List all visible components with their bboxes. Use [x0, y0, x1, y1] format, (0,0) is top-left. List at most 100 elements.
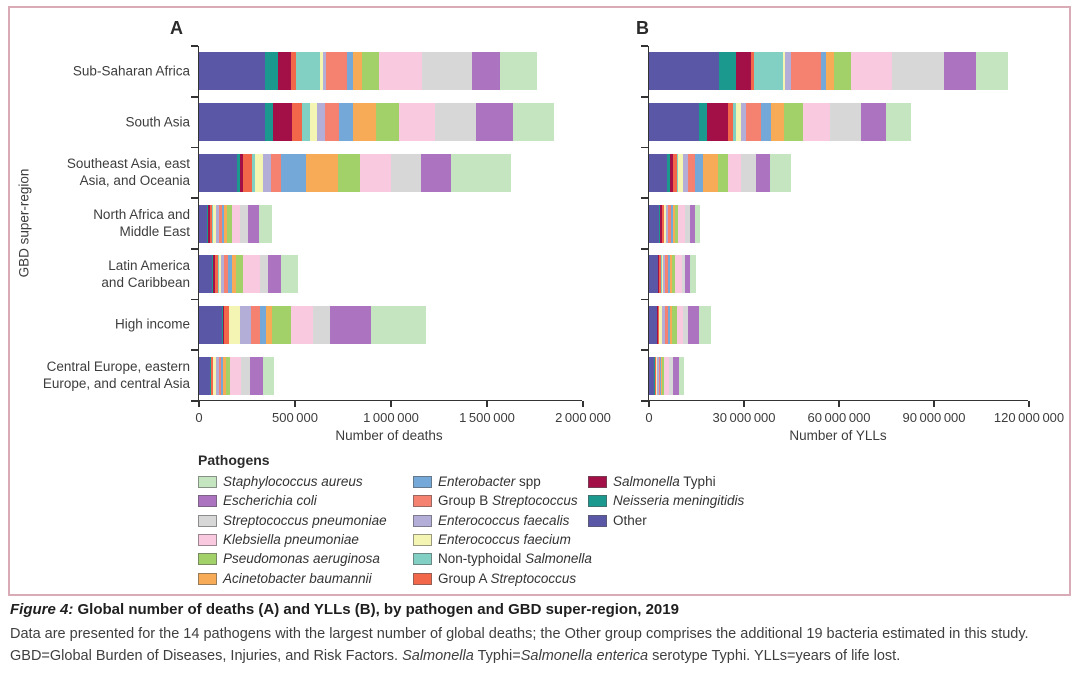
bar-segment — [833, 52, 851, 91]
bar-segment — [687, 305, 699, 344]
bar-segment — [741, 153, 757, 192]
y-axis-tick — [191, 95, 198, 98]
bar-segment — [199, 103, 266, 142]
x-tick-label: 120 000 000 — [993, 410, 1065, 425]
bar-segment — [228, 305, 230, 344]
bar-segment — [754, 52, 783, 91]
bar-segment — [662, 305, 666, 344]
legend-item-label: Salmonella Typhi — [613, 474, 716, 489]
text-part: Acinetobacter baumannii — [223, 570, 372, 586]
figure-caption-line3: GBD=Global Burden of Diseases, Injuries,… — [10, 648, 1070, 664]
text-part: Salmonella — [613, 474, 680, 489]
bar-segment — [695, 204, 701, 243]
bar-segment — [317, 103, 326, 142]
bar-segment — [707, 103, 729, 142]
bar-segment — [347, 52, 354, 91]
bar-row — [649, 356, 1029, 395]
y-axis-label-line: Asia, and Oceania — [79, 173, 190, 189]
bar-segment — [251, 153, 255, 192]
x-tick-label: 0 — [645, 410, 653, 425]
legend-swatch-icon — [413, 533, 432, 546]
bar-segment — [263, 153, 272, 192]
bar-segment — [267, 255, 281, 294]
bar-segment — [681, 255, 686, 294]
legend-swatch-icon — [413, 476, 432, 488]
legend-title: Pathogens — [198, 452, 270, 468]
bar-row — [199, 103, 583, 142]
bar-segment — [669, 305, 672, 344]
bar-segment — [376, 103, 399, 142]
bar-segment — [660, 204, 662, 243]
bar-segment — [675, 255, 682, 294]
bar-segment — [649, 153, 668, 192]
y-axis-tick — [641, 248, 648, 250]
bar-segment — [212, 204, 213, 243]
x-tick-label: 30 000 000 — [712, 410, 776, 425]
legend-item-label: Group B Streptococcus — [438, 493, 578, 508]
bar-segment — [685, 255, 691, 294]
bar-segment — [241, 356, 251, 395]
x-tick-label: 500 000 — [272, 410, 318, 425]
bar-segment — [212, 255, 214, 294]
bar-segment — [353, 103, 377, 142]
bar-row — [199, 356, 583, 395]
bar-segment — [265, 103, 273, 142]
y-axis-tick — [191, 349, 198, 352]
bar-segment — [309, 103, 318, 142]
bar-segment — [209, 204, 213, 243]
y-axis-tick — [641, 45, 648, 47]
y-axis-label-line: and Caribbean — [101, 274, 190, 290]
bar-segment — [214, 255, 218, 294]
y-axis-label-line: Sub-Saharan Africa — [72, 63, 190, 79]
bar-segment — [213, 255, 215, 294]
bar-segment — [230, 356, 242, 395]
bar-segment — [295, 52, 321, 91]
bar-segment — [658, 255, 660, 294]
bar-segment — [654, 356, 656, 395]
x-tick-label: 0 — [195, 410, 203, 425]
bar-segment — [281, 153, 307, 192]
bar-segment — [649, 356, 655, 395]
bar-segment — [223, 204, 227, 243]
y-axis-label: Latin America and Caribbean — [10, 257, 190, 291]
legend-swatch-icon — [198, 476, 217, 488]
legend-item-label: Neisseria meningitidis — [613, 493, 744, 508]
figure-caption-title: Figure 4: Global number of deaths (A) an… — [10, 601, 1070, 618]
bar-segment — [220, 356, 224, 395]
legend-swatch-icon — [198, 533, 217, 546]
y-axis-label: North Africa and Middle East — [10, 206, 190, 240]
bar-segment — [663, 255, 665, 294]
bar-segment — [224, 255, 229, 294]
bar-segment — [659, 204, 661, 243]
bar-segment — [239, 204, 248, 243]
bar-segment — [222, 305, 224, 344]
bar-segment — [672, 153, 678, 192]
text-part: Salmonella — [402, 648, 474, 664]
y-axis-label-line: South Asia — [125, 114, 190, 130]
text-part: Figure 4: — [10, 601, 74, 618]
legend-swatch-icon — [588, 476, 607, 488]
bar-segment — [670, 204, 673, 243]
bar-segment — [312, 305, 330, 344]
bar-segment — [243, 153, 252, 192]
y-axis-label: Sub-Saharan Africa — [10, 63, 190, 80]
bar-segment — [785, 52, 791, 91]
bar-segment — [728, 103, 733, 142]
bar-segment — [199, 204, 208, 243]
bar-segment — [661, 204, 664, 243]
bar-segment — [649, 255, 658, 294]
text-part: Streptococcus — [492, 493, 578, 509]
legend-item-label: Staphylococcus aureus — [223, 474, 363, 489]
bar-segment — [771, 103, 785, 142]
bar-segment — [500, 52, 537, 91]
bar-segment — [661, 255, 662, 294]
bar-segment — [320, 52, 324, 91]
bar-segment — [513, 103, 555, 142]
bar-segment — [217, 255, 220, 294]
y-axis-tick — [191, 197, 198, 199]
bar-segment — [719, 52, 737, 91]
y-axis-label-line: Middle East — [119, 224, 190, 239]
bar-segment — [199, 356, 210, 395]
legend-item-label: Group A Streptococcus — [438, 571, 576, 586]
bar-segment — [353, 52, 362, 91]
